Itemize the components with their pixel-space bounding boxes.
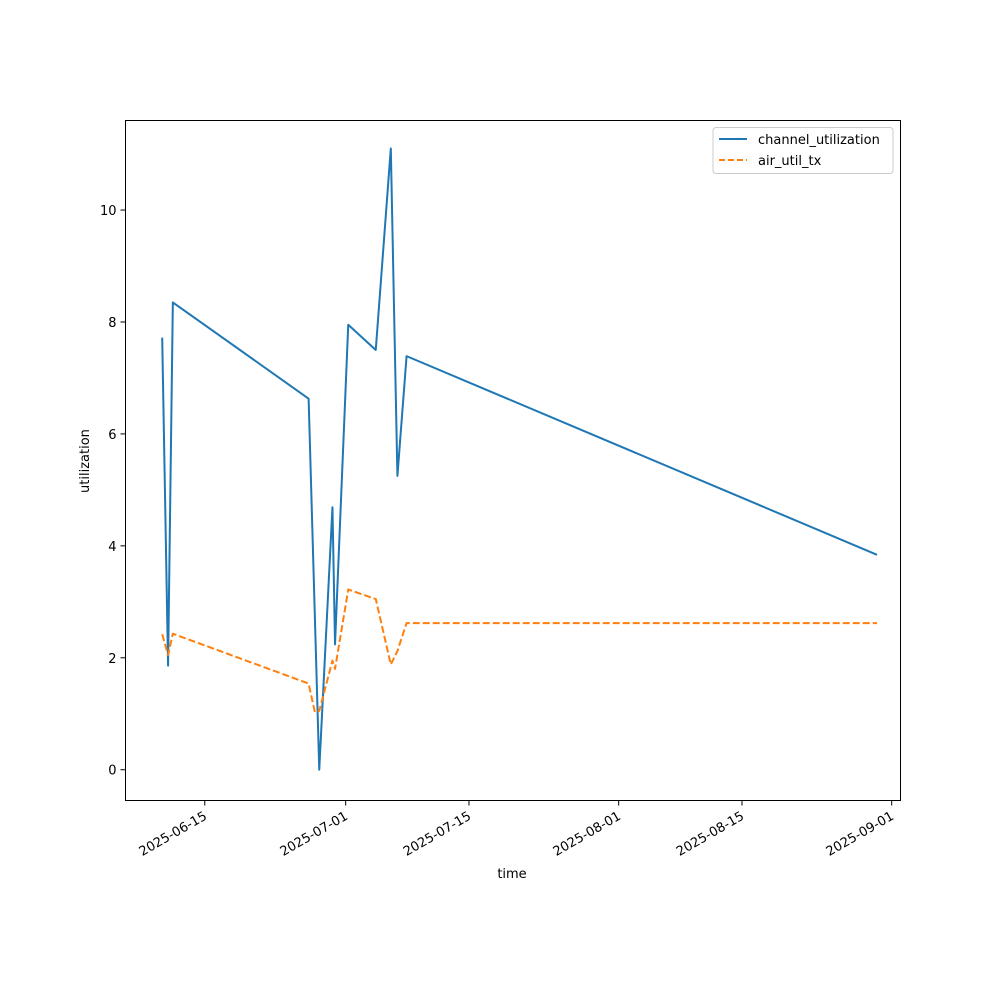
y-tick-label: 2 xyxy=(108,652,116,667)
legend-box xyxy=(712,127,894,174)
y-tick-label: 8 xyxy=(108,316,116,331)
y-tick-label: 4 xyxy=(108,540,116,555)
y-tick-label: 10 xyxy=(100,204,117,219)
y-axis: 0 2 4 6 8 10 xyxy=(100,204,126,779)
legend-label-air-util-tx: air_util_tx xyxy=(758,154,822,169)
y-axis-title: utilization xyxy=(78,429,93,493)
plot-lines xyxy=(161,147,878,771)
x-axis-title: time xyxy=(497,867,526,882)
legend: channel_utilization air_util_tx xyxy=(712,127,894,174)
legend-label-channel-utilization: channel_utilization xyxy=(758,133,880,148)
series-line-air-util-tx xyxy=(161,588,878,714)
series-line-channel-utilization xyxy=(161,147,878,771)
y-tick-label: 0 xyxy=(108,764,116,779)
y-tick-label: 6 xyxy=(108,428,116,443)
plot-frame xyxy=(125,120,901,801)
